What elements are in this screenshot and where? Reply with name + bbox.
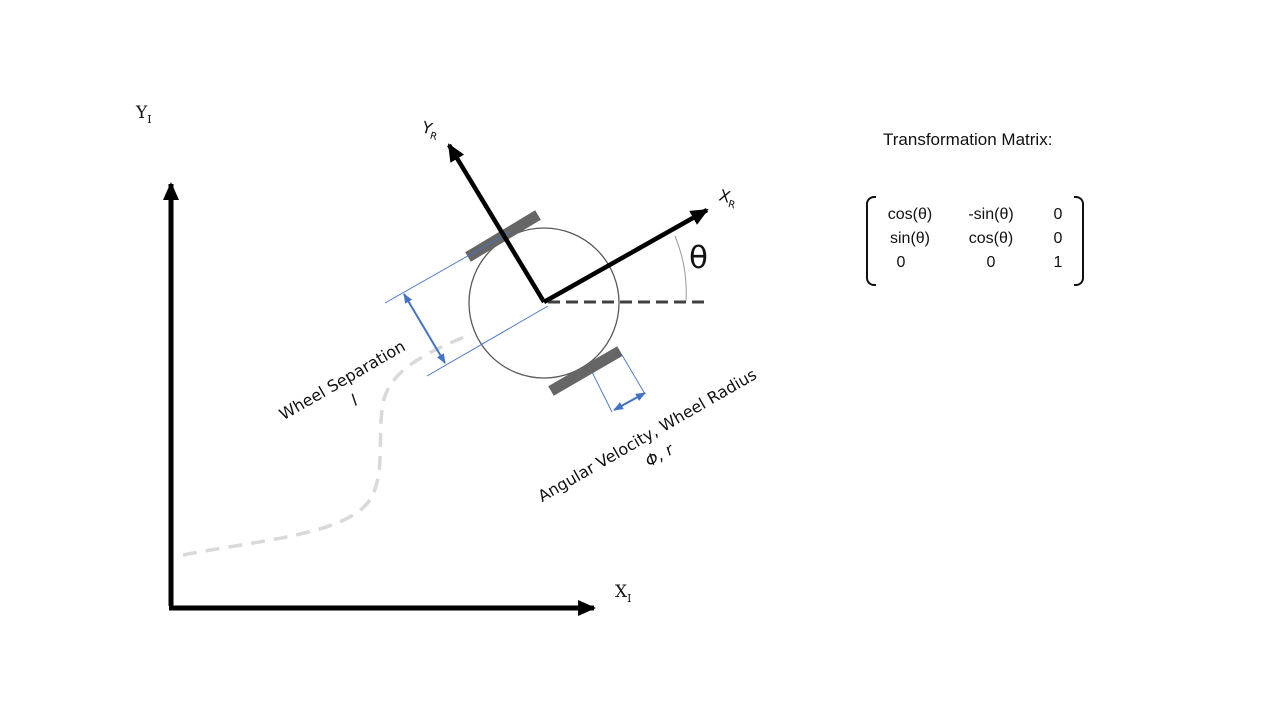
matrix-right-bracket — [1074, 196, 1084, 286]
inertial-y-label: YI — [135, 103, 152, 126]
separation-extension-bottom — [426, 305, 549, 377]
matrix-left-bracket — [866, 196, 876, 286]
robot-y-label: YR — [418, 117, 441, 143]
radius-extension-right — [621, 354, 646, 395]
matrix-title: Transformation Matrix: — [883, 130, 1053, 149]
matrix-cell: 1 — [1053, 254, 1063, 271]
separation-arrow — [403, 293, 446, 364]
inertial-x-label: XI — [615, 582, 631, 605]
robot-x-axis — [542, 208, 709, 304]
robot-body — [468, 227, 620, 379]
wheel-separation-symbol: l — [348, 391, 362, 410]
theta-label: θ — [689, 240, 708, 276]
matrix-cell: 0 — [986, 254, 996, 271]
radius-arrow — [613, 392, 646, 411]
robot-y-axis — [447, 143, 546, 304]
matrix-cell: -sin(θ) — [968, 206, 1014, 223]
radius-extension-left — [591, 371, 613, 413]
robot-x-label: XR — [716, 186, 739, 212]
matrix-cell: 0 — [896, 254, 906, 271]
theta-arc — [674, 235, 687, 302]
separation-extension-top — [384, 231, 511, 304]
matrix-cell: sin(θ) — [889, 230, 930, 247]
matrix-cell: cos(θ) — [968, 230, 1014, 247]
transformation-matrix: cos(θ) -sin(θ) 0 sin(θ) cos(θ) 0 0 0 1 — [866, 196, 1084, 286]
wheel-separation-label: Wheel Separation — [276, 336, 409, 424]
matrix-cell: cos(θ) — [887, 206, 933, 223]
bottom-wheel — [548, 346, 623, 396]
matrix-cell: 0 — [1053, 206, 1063, 223]
trajectory-path — [182, 332, 473, 557]
matrix-cell: 0 — [1053, 230, 1063, 247]
